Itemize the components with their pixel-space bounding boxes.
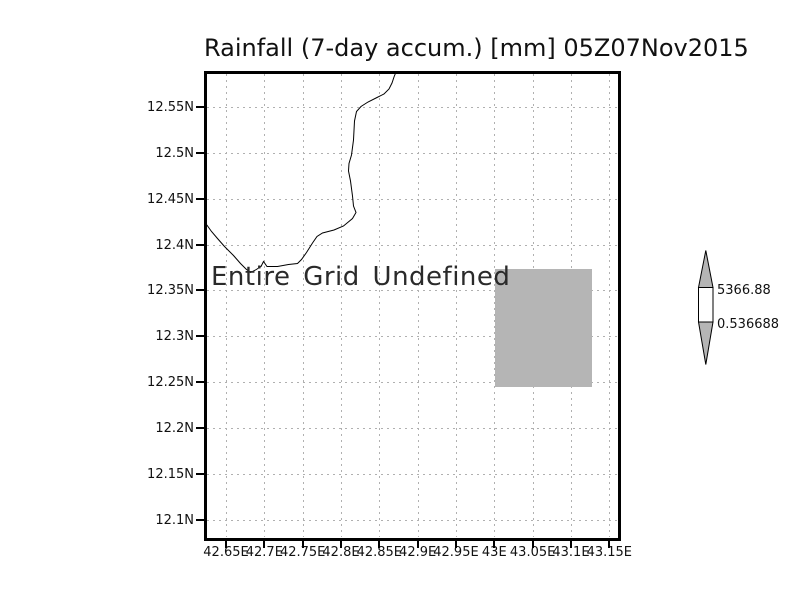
y-tick-label: 12.25N (147, 375, 194, 391)
y-tick-label: 12.5N (155, 145, 194, 161)
x-tick (416, 541, 419, 548)
y-tick (196, 151, 205, 154)
y-tick (196, 381, 205, 384)
y-tick-label: 12.45N (147, 191, 194, 207)
gridline-vertical (609, 74, 611, 537)
x-tick-label: 43.15E (586, 545, 633, 560)
colorbar-min-label: 0.536688 (717, 317, 780, 332)
y-tick-label: 12.2N (155, 420, 194, 436)
x-tick (493, 541, 496, 548)
undefined-grid-annotation: Entire Grid Undefined (211, 262, 511, 292)
y-tick-label: 12.4N (155, 237, 194, 253)
y-tick (196, 243, 205, 246)
x-tick-label: 42.8E (322, 545, 360, 560)
gridline-horizontal (207, 290, 617, 292)
colorbar-lower-arrow (697, 321, 714, 365)
x-tick (608, 541, 611, 548)
y-tick-label: 12.1N (155, 512, 194, 528)
gridline-horizontal (207, 427, 617, 429)
x-tick (301, 541, 304, 548)
y-tick (196, 335, 205, 338)
x-tick-label: 42.9E (399, 545, 437, 560)
x-tick-label: 42.65E (203, 545, 249, 560)
y-tick (196, 472, 205, 475)
gridline-horizontal (207, 382, 617, 384)
x-tick-label: 42.85E (356, 545, 403, 560)
gridline-horizontal (207, 244, 617, 246)
gridline-horizontal (207, 107, 617, 108)
y-tick (196, 289, 205, 292)
gridline-vertical (340, 74, 342, 537)
y-tick (196, 197, 205, 200)
gridline-vertical (455, 74, 457, 537)
gridline-vertical (264, 74, 266, 537)
colorbar-max-label: 5366.88 (717, 283, 771, 298)
colorbar-upper-arrow (697, 250, 714, 288)
x-tick-label: 43E (481, 545, 507, 560)
x-tick-label: 42.7E (245, 545, 283, 560)
x-tick-label: 43.1E (552, 545, 590, 560)
gridline-horizontal (207, 473, 617, 475)
x-tick (339, 541, 342, 548)
x-tick (454, 541, 457, 548)
gridline-horizontal (207, 519, 617, 521)
x-tick-label: 42.75E (279, 545, 326, 560)
gridline-vertical (417, 74, 419, 537)
gridline-vertical (302, 74, 304, 537)
x-tick-label: 42.95E (433, 545, 479, 560)
gridline-horizontal (207, 198, 617, 200)
y-tick-label: 12.55N (147, 100, 194, 115)
y-tick (196, 106, 205, 108)
y-tick (196, 518, 205, 521)
gridline-horizontal (207, 152, 617, 154)
x-tick (531, 541, 534, 548)
x-tick-label: 43.05E (509, 545, 556, 560)
y-tick (196, 426, 205, 429)
x-tick (263, 541, 266, 548)
colorbar-box (698, 287, 714, 323)
gridline-horizontal (207, 336, 617, 338)
plot-title: Rainfall (7-day accum.) [mm] 05Z07Nov201… (204, 34, 749, 62)
y-tick-label: 12.35N (147, 283, 194, 299)
gridline-vertical (494, 74, 496, 537)
x-tick (225, 541, 227, 548)
y-tick-label: 12.15N (147, 466, 194, 482)
x-tick (569, 541, 572, 548)
y-tick-label: 12.3N (155, 329, 194, 345)
gridline-vertical (226, 74, 227, 537)
gridline-vertical (379, 74, 381, 537)
x-tick (378, 541, 381, 548)
undefined-data-region (495, 269, 592, 387)
